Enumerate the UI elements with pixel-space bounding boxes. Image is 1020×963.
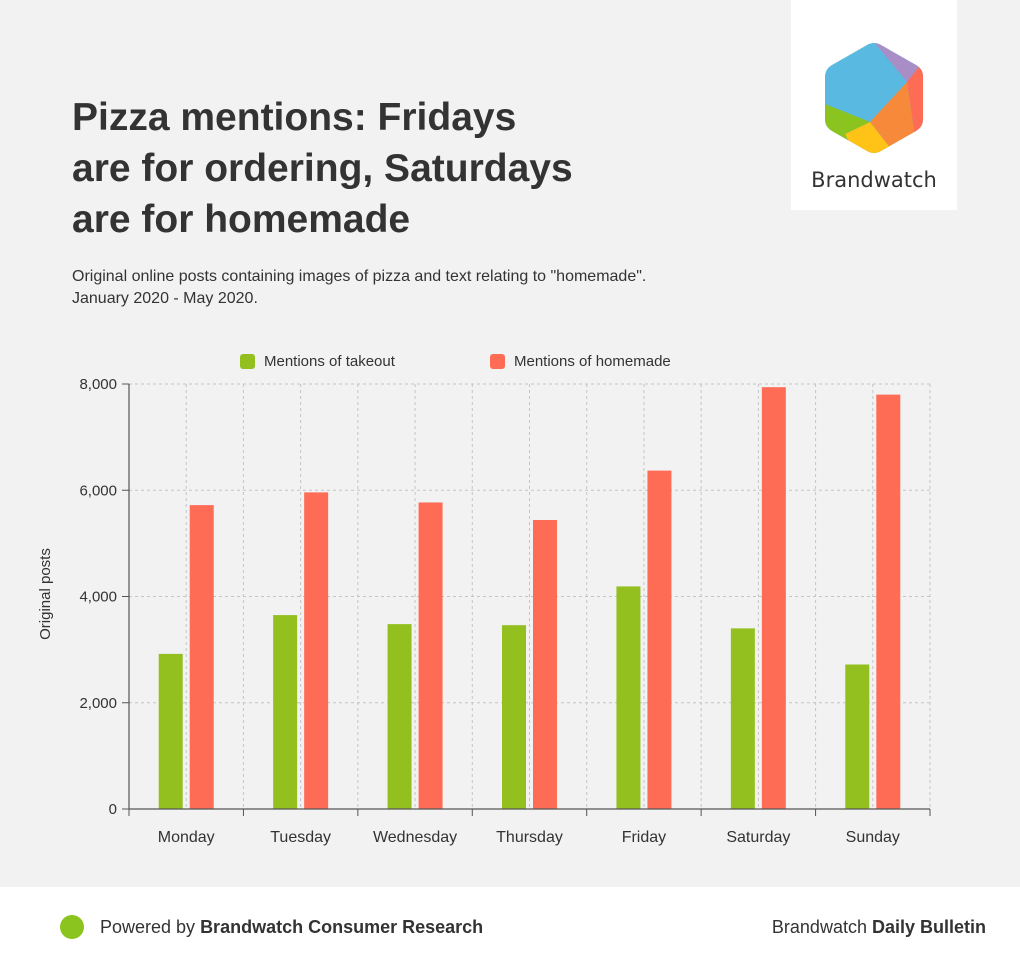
bar-takeout: [730, 628, 755, 809]
bar-chart: 0 2,000 4,000 6,000 8,000 Monday Tuesday Wednes…: [37, 353, 931, 846]
bar-homemade: [189, 505, 214, 809]
y-tick-label: 4,000: [79, 589, 117, 606]
bar-homemade: [418, 502, 443, 809]
x-tick-label: Thursday: [496, 829, 563, 846]
legend-label-takeout: Mentions of takeout: [264, 353, 396, 370]
footer-powered-prefix: Powered by: [100, 917, 201, 937]
bar-takeout: [158, 653, 183, 809]
footer-powered-name: Brandwatch Consumer Research: [200, 917, 484, 937]
footer-bulletin-prefix: Brandwatch: [771, 917, 872, 937]
bar-takeout: [387, 624, 412, 809]
x-tick-label: Wednesday: [373, 829, 457, 846]
bar-homemade: [761, 387, 786, 809]
bar-takeout: [616, 586, 641, 809]
legend-swatch-homemade: [490, 354, 505, 369]
footer-bulletin: Brandwatch Daily Bulletin: [772, 917, 986, 938]
brand-logo-wordmark: Brandwatch: [811, 168, 937, 192]
chart-title: Pizza mentions: Fridays are for ordering…: [72, 92, 632, 245]
bar-homemade: [304, 492, 329, 809]
x-tick-label: Monday: [158, 829, 215, 846]
footer-powered-by: Powered by Brandwatch Consumer Research: [100, 917, 483, 938]
bar-homemade: [876, 394, 901, 809]
chart-subtitle-line: January 2020 - May 2020.: [72, 290, 258, 307]
brandwatch-hexagon-logo-icon: [825, 43, 923, 153]
x-tick-label: Saturday: [726, 829, 790, 846]
y-axis-title: Original posts: [37, 548, 54, 640]
bar-homemade: [533, 520, 557, 809]
chart-title-line: are for ordering, Saturdays: [72, 147, 573, 190]
y-tick-label: 8,000: [79, 376, 117, 393]
chart-subtitle-line: Original online posts containing images …: [72, 268, 647, 285]
chart-title-line: are for homemade: [72, 198, 411, 241]
x-tick-label: Friday: [622, 829, 666, 846]
footer-dot-icon: [60, 915, 84, 939]
bar-takeout: [273, 615, 298, 809]
y-tick-label: 2,000: [79, 695, 117, 712]
brand-logo-card: Brandwatch: [791, 0, 957, 210]
footer: Powered by Brandwatch Consumer Research …: [0, 887, 1020, 963]
chart-title-line: Pizza mentions: Fridays: [72, 96, 517, 139]
footer-bulletin-name: Daily Bulletin: [871, 917, 986, 937]
legend-swatch-takeout: [240, 354, 255, 369]
x-tick-label: Sunday: [846, 829, 900, 846]
bar-takeout: [502, 625, 526, 809]
bar-homemade: [647, 470, 672, 809]
y-tick-label: 0: [109, 801, 117, 818]
legend-label-homemade: Mentions of homemade: [514, 353, 671, 370]
chart-subtitle: Original online posts containing images …: [72, 266, 752, 310]
x-tick-label: Tuesday: [270, 829, 331, 846]
y-tick-label: 6,000: [79, 482, 117, 499]
bar-takeout: [845, 664, 870, 809]
